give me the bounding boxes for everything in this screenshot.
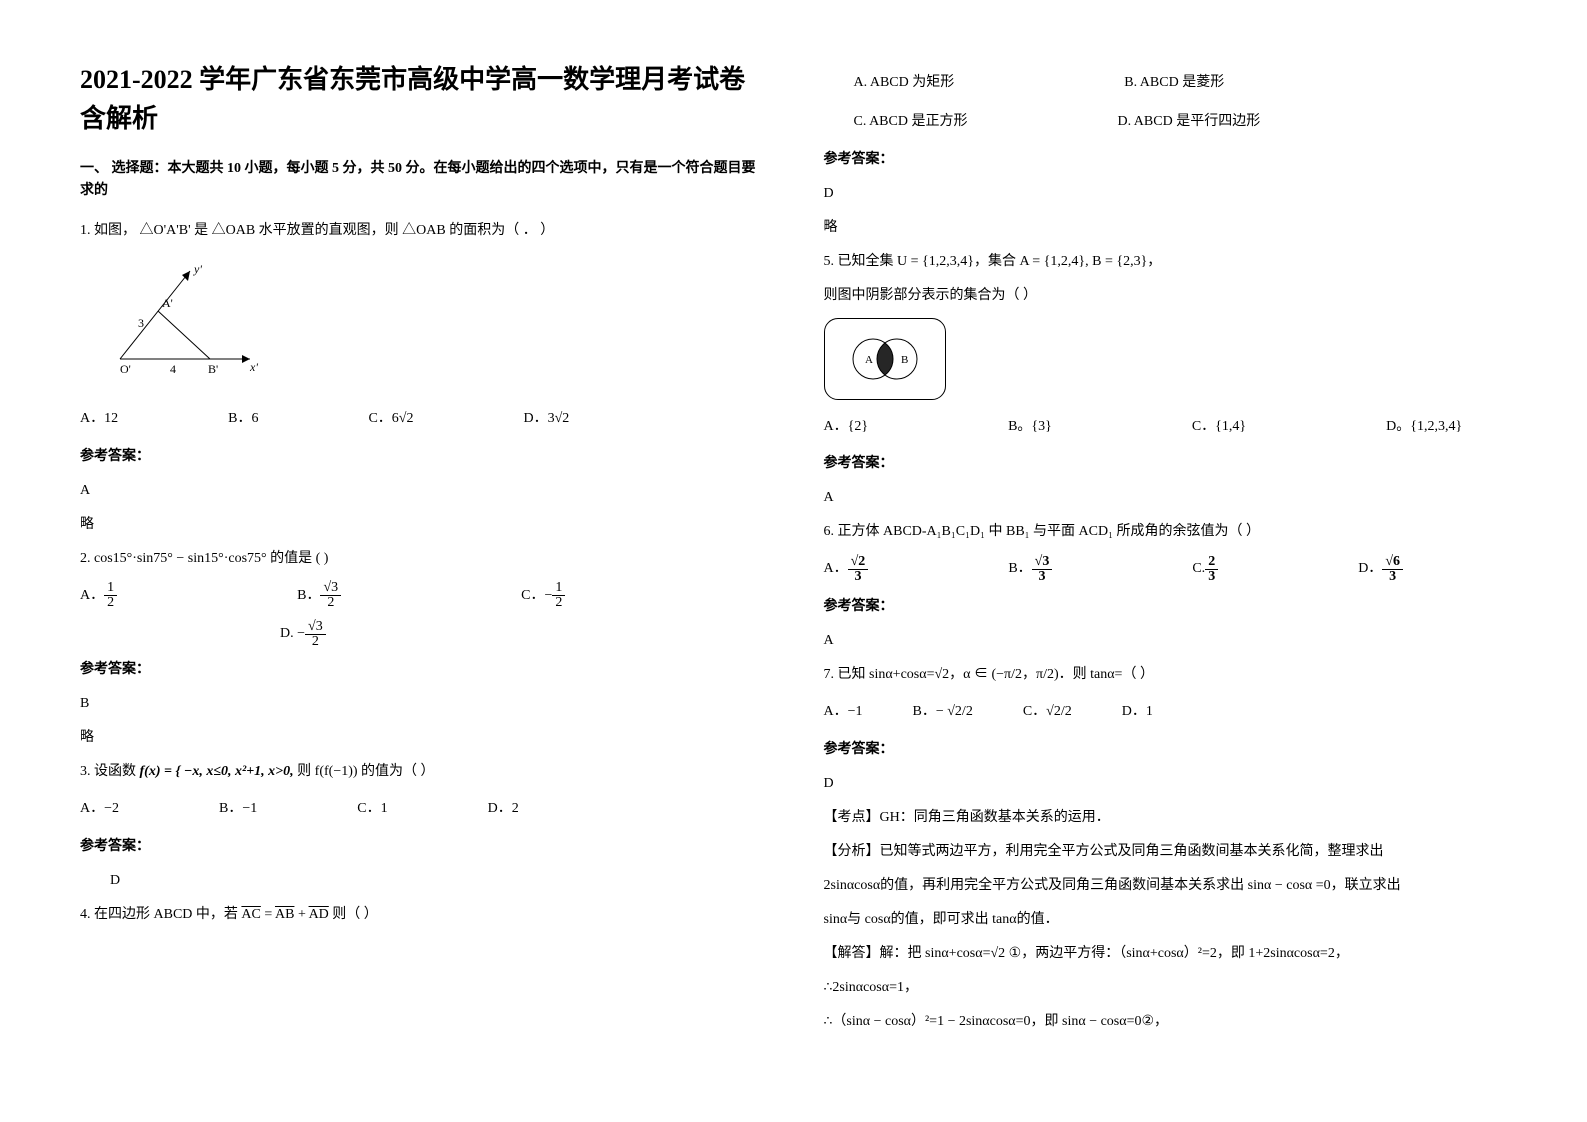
q3-opt-d: D．2 (488, 794, 519, 825)
q4-options-row2: C. ABCD 是正方形 D. ABCD 是平行四边形 (824, 107, 1508, 138)
q1-opt-d: D．3√2 (524, 404, 570, 435)
q5-opt-b: B。{3} (1008, 412, 1052, 443)
q3-opt-c: C．1 (357, 794, 387, 825)
q6-opt-a: A．√23 (824, 554, 869, 585)
q1-figure: x' y' O' A' B' 3 4 (110, 259, 260, 379)
q3-options: A．−2 B．−1 C．1 D．2 (80, 794, 764, 825)
svg-text:O': O' (120, 362, 131, 376)
svg-text:B: B (901, 354, 908, 366)
q2-ans-label: 参考答案： (80, 656, 764, 684)
q6-stem: 6. 正方体 ABCD-A₁B₁C₁D₁ 中 BB₁ 与平面 ACD₁ 所成角的… (824, 518, 1508, 546)
section-1-heading: 一、 选择题：本大题共 10 小题，每小题 5 分，共 50 分。在每小题给出的… (80, 158, 764, 203)
q6-opt-b: B．√33 (1008, 554, 1052, 585)
q4-ans-label: 参考答案： (824, 146, 1508, 174)
q4-ans: D (824, 180, 1508, 208)
q2-ans: B (80, 690, 764, 718)
q7-opt-c: C．√2/2 (1023, 697, 1072, 728)
q7-ans: D (824, 770, 1508, 798)
right-column: A. ABCD 为矩形 B. ABCD 是菱形 C. ABCD 是正方形 D. … (824, 60, 1508, 1042)
svg-text:3: 3 (138, 316, 144, 330)
q3-stem: 3. 设函数 f(x) = { −x, x≤0, x²+1, x>0, 则 f(… (80, 758, 764, 786)
svg-text:y': y' (193, 262, 202, 276)
left-column: 2021-2022 学年广东省东莞市高级中学高一数学理月考试卷含解析 一、 选择… (80, 60, 764, 1042)
q6-ans-label: 参考答案： (824, 593, 1508, 621)
q7-opt-d: D．1 (1122, 697, 1153, 728)
q2-note: 略 (80, 724, 764, 752)
svg-text:A: A (865, 354, 873, 366)
q5-venn-figure: A B (824, 318, 946, 400)
q6-ans: A (824, 627, 1508, 655)
q7-ans-label: 参考答案： (824, 736, 1508, 764)
q5-ans: A (824, 484, 1508, 512)
q1-opt-c: C．6√2 (368, 404, 413, 435)
q4-stem: 4. 在四边形 ABCD 中，若 AC = AB + AD 则（ ） (80, 901, 764, 929)
q4-opt-b: B. ABCD 是菱形 (1124, 68, 1224, 99)
q5-stem2: 则图中阴影部分表示的集合为（ ） (824, 282, 1508, 310)
svg-text:A': A' (162, 296, 173, 310)
q1-opt-a: A．12 (80, 404, 118, 435)
q2-stem: 2. cos15°·sin75° − sin15°·cos75° 的值是 ( ) (80, 545, 764, 573)
q1-stem: 1. 如图， △O'A'B' 是 △OAB 水平放置的直观图，则 △OAB 的面… (80, 217, 764, 245)
q7-fx3: sinα与 cosα的值，即可求出 tanα的值． (824, 906, 1508, 934)
q7-kd: 【考点】GH：同角三角函数基本关系的运用． (824, 804, 1508, 832)
q4-opt-c: C. ABCD 是正方形 (854, 107, 968, 138)
q2-options-row2: D. −√32 (80, 619, 764, 650)
q5-opt-d: D。{1,2,3,4} (1386, 412, 1462, 443)
q7-stem: 7. 已知 sinα+cosα=√2，α ∈ (−π/2，π/2)．则 tanα… (824, 661, 1508, 689)
q6-opt-d: D．√63 (1358, 554, 1403, 585)
q4-opt-d: D. ABCD 是平行四边形 (1117, 107, 1260, 138)
q3-opt-b: B．−1 (219, 794, 257, 825)
q5-ans-label: 参考答案： (824, 450, 1508, 478)
q1-options: A．12 B．6 C．6√2 D．3√2 (80, 404, 764, 435)
q2-options-row1: A．12 B．√32 C．−12 (80, 581, 764, 612)
q2-opt-a: A．12 (80, 581, 117, 612)
q5-options: A．{2} B。{3} C．{1,4} D。{1,2,3,4} (824, 412, 1508, 443)
q7-opt-b: B．− √2/2 (913, 697, 973, 728)
q2-opt-c: C．−12 (521, 581, 565, 612)
q5-opt-c: C．{1,4} (1192, 412, 1246, 443)
q7-fx2: 2sinαcosα的值，再利用完全平方公式及同角三角函数间基本关系求出 sinα… (824, 872, 1508, 900)
q6-opt-c: C.23 (1192, 554, 1218, 585)
q7-opt-a: A．−1 (824, 697, 863, 728)
page-title: 2021-2022 学年广东省东莞市高级中学高一数学理月考试卷含解析 (80, 60, 764, 138)
q7-fx1: 【分析】已知等式两边平方，利用完全平方公式及同角三角函数间基本关系化简，整理求出 (824, 838, 1508, 866)
q1-opt-b: B．6 (228, 404, 258, 435)
q3-ans: D (80, 867, 764, 895)
q7-options: A．−1 B．− √2/2 C．√2/2 D．1 (824, 697, 1508, 728)
q1-note: 略 (80, 511, 764, 539)
q5-stem: 5. 已知全集 U = {1,2,3,4}，集合 A = {1,2,4}, B … (824, 248, 1508, 276)
svg-text:x': x' (249, 360, 258, 374)
q5-opt-a: A．{2} (824, 412, 869, 443)
q1-ans: A (80, 477, 764, 505)
q4-options-row1: A. ABCD 为矩形 B. ABCD 是菱形 (824, 68, 1508, 99)
q1-ans-label: 参考答案： (80, 443, 764, 471)
q7-jd2: ∴2sinαcosα=1， (824, 974, 1508, 1002)
q7-jd3: ∴（sinα − cosα）²=1 − 2sinαcosα=0，即 sinα −… (824, 1008, 1508, 1036)
q4-note: 略 (824, 214, 1508, 242)
q2-opt-d: D. −√32 (280, 626, 326, 641)
q4-opt-a: A. ABCD 为矩形 (854, 68, 955, 99)
q3-opt-a: A．−2 (80, 794, 119, 825)
q3-ans-label: 参考答案： (80, 833, 764, 861)
svg-text:B': B' (208, 362, 218, 376)
q7-jd1: 【解答】解：把 sinα+cosα=√2 ①，两边平方得：（sinα+cosα）… (824, 940, 1508, 968)
q2-opt-b: B．√32 (297, 581, 341, 612)
svg-text:4: 4 (170, 362, 176, 376)
q6-options: A．√23 B．√33 C.23 D．√63 (824, 554, 1508, 585)
